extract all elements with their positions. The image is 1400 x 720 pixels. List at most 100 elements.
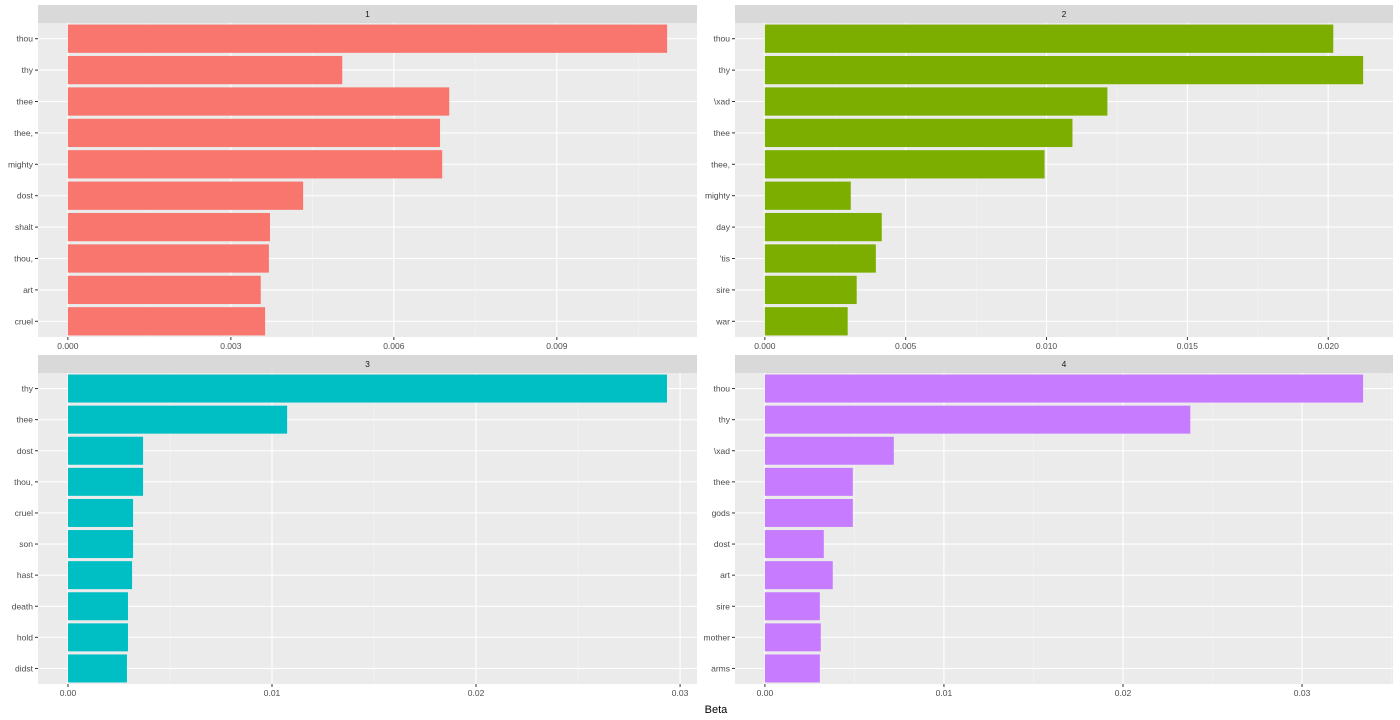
bar-thee bbox=[764, 467, 853, 496]
bar-sire bbox=[764, 592, 820, 621]
y-tick-label: thee, bbox=[14, 128, 33, 138]
x-tick-label: 0.020 bbox=[1318, 341, 1340, 351]
bar-thou bbox=[764, 374, 1364, 403]
bar-death bbox=[67, 592, 128, 621]
bar-'tis bbox=[764, 244, 876, 273]
y-tick-label: war bbox=[715, 316, 730, 326]
x-tick-label: 0.006 bbox=[383, 341, 405, 351]
y-tick-label: thou bbox=[713, 34, 730, 44]
x-tick-label: 0.005 bbox=[895, 341, 917, 351]
y-tick-label: 'tis bbox=[720, 254, 730, 264]
y-tick-label: didst bbox=[15, 663, 34, 673]
bar-mother bbox=[764, 623, 821, 652]
facet-panel-1: 1 0.000 0.003 0.006 0.009 thou thy thee thee, mig… bbox=[8, 5, 697, 351]
bar-thy bbox=[67, 374, 668, 403]
y-tick-label: \xad bbox=[714, 446, 730, 456]
x-tick-label: 0.015 bbox=[1177, 341, 1199, 351]
x-tick-label: 0.009 bbox=[546, 341, 568, 351]
y-tick-label: thee bbox=[713, 477, 730, 487]
bar-didst bbox=[67, 654, 127, 683]
y-tick-label: dost bbox=[17, 446, 34, 456]
bar-cruel bbox=[67, 498, 134, 527]
bar-day bbox=[764, 212, 882, 242]
bar-dost bbox=[764, 530, 824, 559]
x-tick-label: 0.01 bbox=[264, 688, 281, 698]
y-tick-label: art bbox=[23, 285, 34, 295]
bar-thee bbox=[764, 118, 1073, 148]
y-tick-label: hast bbox=[17, 570, 34, 580]
bar-art bbox=[67, 275, 261, 305]
x-tick-label: 0.03 bbox=[1294, 688, 1311, 698]
facet-strip-label: 3 bbox=[365, 359, 370, 369]
x-tick-label: 0.00 bbox=[60, 688, 77, 698]
y-tick-label: cruel bbox=[15, 316, 34, 326]
y-tick-label: \xad bbox=[714, 97, 730, 107]
bar-thee, bbox=[764, 150, 1045, 179]
bar-mighty bbox=[764, 181, 851, 210]
y-tick-label: death bbox=[12, 601, 34, 611]
facet-strip bbox=[735, 5, 1393, 23]
x-tick-label: 0.000 bbox=[57, 341, 79, 351]
y-tick-label: thou bbox=[16, 34, 33, 44]
y-tick-label: thee bbox=[713, 128, 730, 138]
y-tick-label: thee bbox=[16, 415, 33, 425]
x-tick-label: 0.01 bbox=[936, 688, 953, 698]
bar-\xad bbox=[764, 87, 1108, 116]
bar-dost bbox=[67, 181, 304, 210]
y-tick-label: mighty bbox=[8, 159, 34, 169]
bar-sire bbox=[764, 275, 857, 305]
facet-strip bbox=[735, 355, 1393, 373]
bar-hast bbox=[67, 561, 133, 590]
bar-thou bbox=[764, 24, 1334, 53]
bar-thou, bbox=[67, 467, 144, 496]
facet-strip bbox=[38, 5, 697, 23]
y-tick-label: thou, bbox=[14, 477, 33, 487]
x-tick-label: 0.02 bbox=[1115, 688, 1132, 698]
bar-thou, bbox=[67, 244, 269, 273]
facet-strip-label: 4 bbox=[1062, 359, 1067, 369]
bar-hold bbox=[67, 623, 128, 652]
facet-strip-label: 1 bbox=[365, 9, 370, 19]
y-tick-label: sire bbox=[716, 285, 730, 295]
bar-arms bbox=[764, 654, 820, 683]
y-tick-label: dost bbox=[714, 539, 731, 549]
y-tick-label: gods bbox=[712, 508, 730, 518]
facet-strip bbox=[38, 355, 697, 373]
y-tick-label: thee bbox=[16, 97, 33, 107]
y-tick-label: thee, bbox=[711, 159, 730, 169]
facet-panel-4: 4 0.00 0.01 0.02 0.03 thou thy \xad thee gods dost… bbox=[704, 355, 1393, 698]
bar-thee bbox=[67, 405, 288, 434]
bar-war bbox=[764, 307, 848, 336]
x-tick-label: 0.003 bbox=[220, 341, 242, 351]
bar-gods bbox=[764, 498, 853, 527]
y-tick-label: mighty bbox=[705, 191, 731, 201]
bar-\xad bbox=[764, 436, 894, 465]
y-tick-label: sire bbox=[716, 601, 730, 611]
y-tick-label: thy bbox=[719, 415, 731, 425]
y-tick-label: arms bbox=[711, 663, 730, 673]
y-tick-label: shalt bbox=[15, 222, 34, 232]
bar-thee, bbox=[67, 118, 441, 148]
x-tick-label: 0.03 bbox=[672, 688, 689, 698]
facet-panel-2: 2 0.000 0.005 0.010 0.015 0.020 thou thy \xad the… bbox=[705, 5, 1393, 351]
y-tick-label: day bbox=[716, 222, 730, 232]
y-tick-label: thy bbox=[22, 65, 34, 75]
y-tick-label: mother bbox=[704, 632, 731, 642]
y-tick-label: art bbox=[720, 570, 731, 580]
x-tick-label: 0.000 bbox=[754, 341, 776, 351]
x-tick-label: 0.02 bbox=[468, 688, 485, 698]
y-tick-label: thy bbox=[719, 65, 731, 75]
bar-thy bbox=[67, 55, 343, 85]
facet-panel-3: 3 0.00 0.01 0.02 0.03 thy thee dost thou, cruel so… bbox=[12, 355, 697, 698]
y-tick-label: thy bbox=[22, 384, 34, 394]
bar-thy bbox=[764, 405, 1191, 434]
bar-dost bbox=[67, 436, 144, 465]
bar-son bbox=[67, 530, 134, 559]
bar-art bbox=[764, 561, 833, 590]
y-tick-label: thou bbox=[713, 384, 730, 394]
bar-cruel bbox=[67, 307, 266, 336]
y-tick-label: dost bbox=[17, 191, 34, 201]
x-axis-title: Beta bbox=[705, 704, 729, 716]
x-tick-label: 0.010 bbox=[1036, 341, 1058, 351]
